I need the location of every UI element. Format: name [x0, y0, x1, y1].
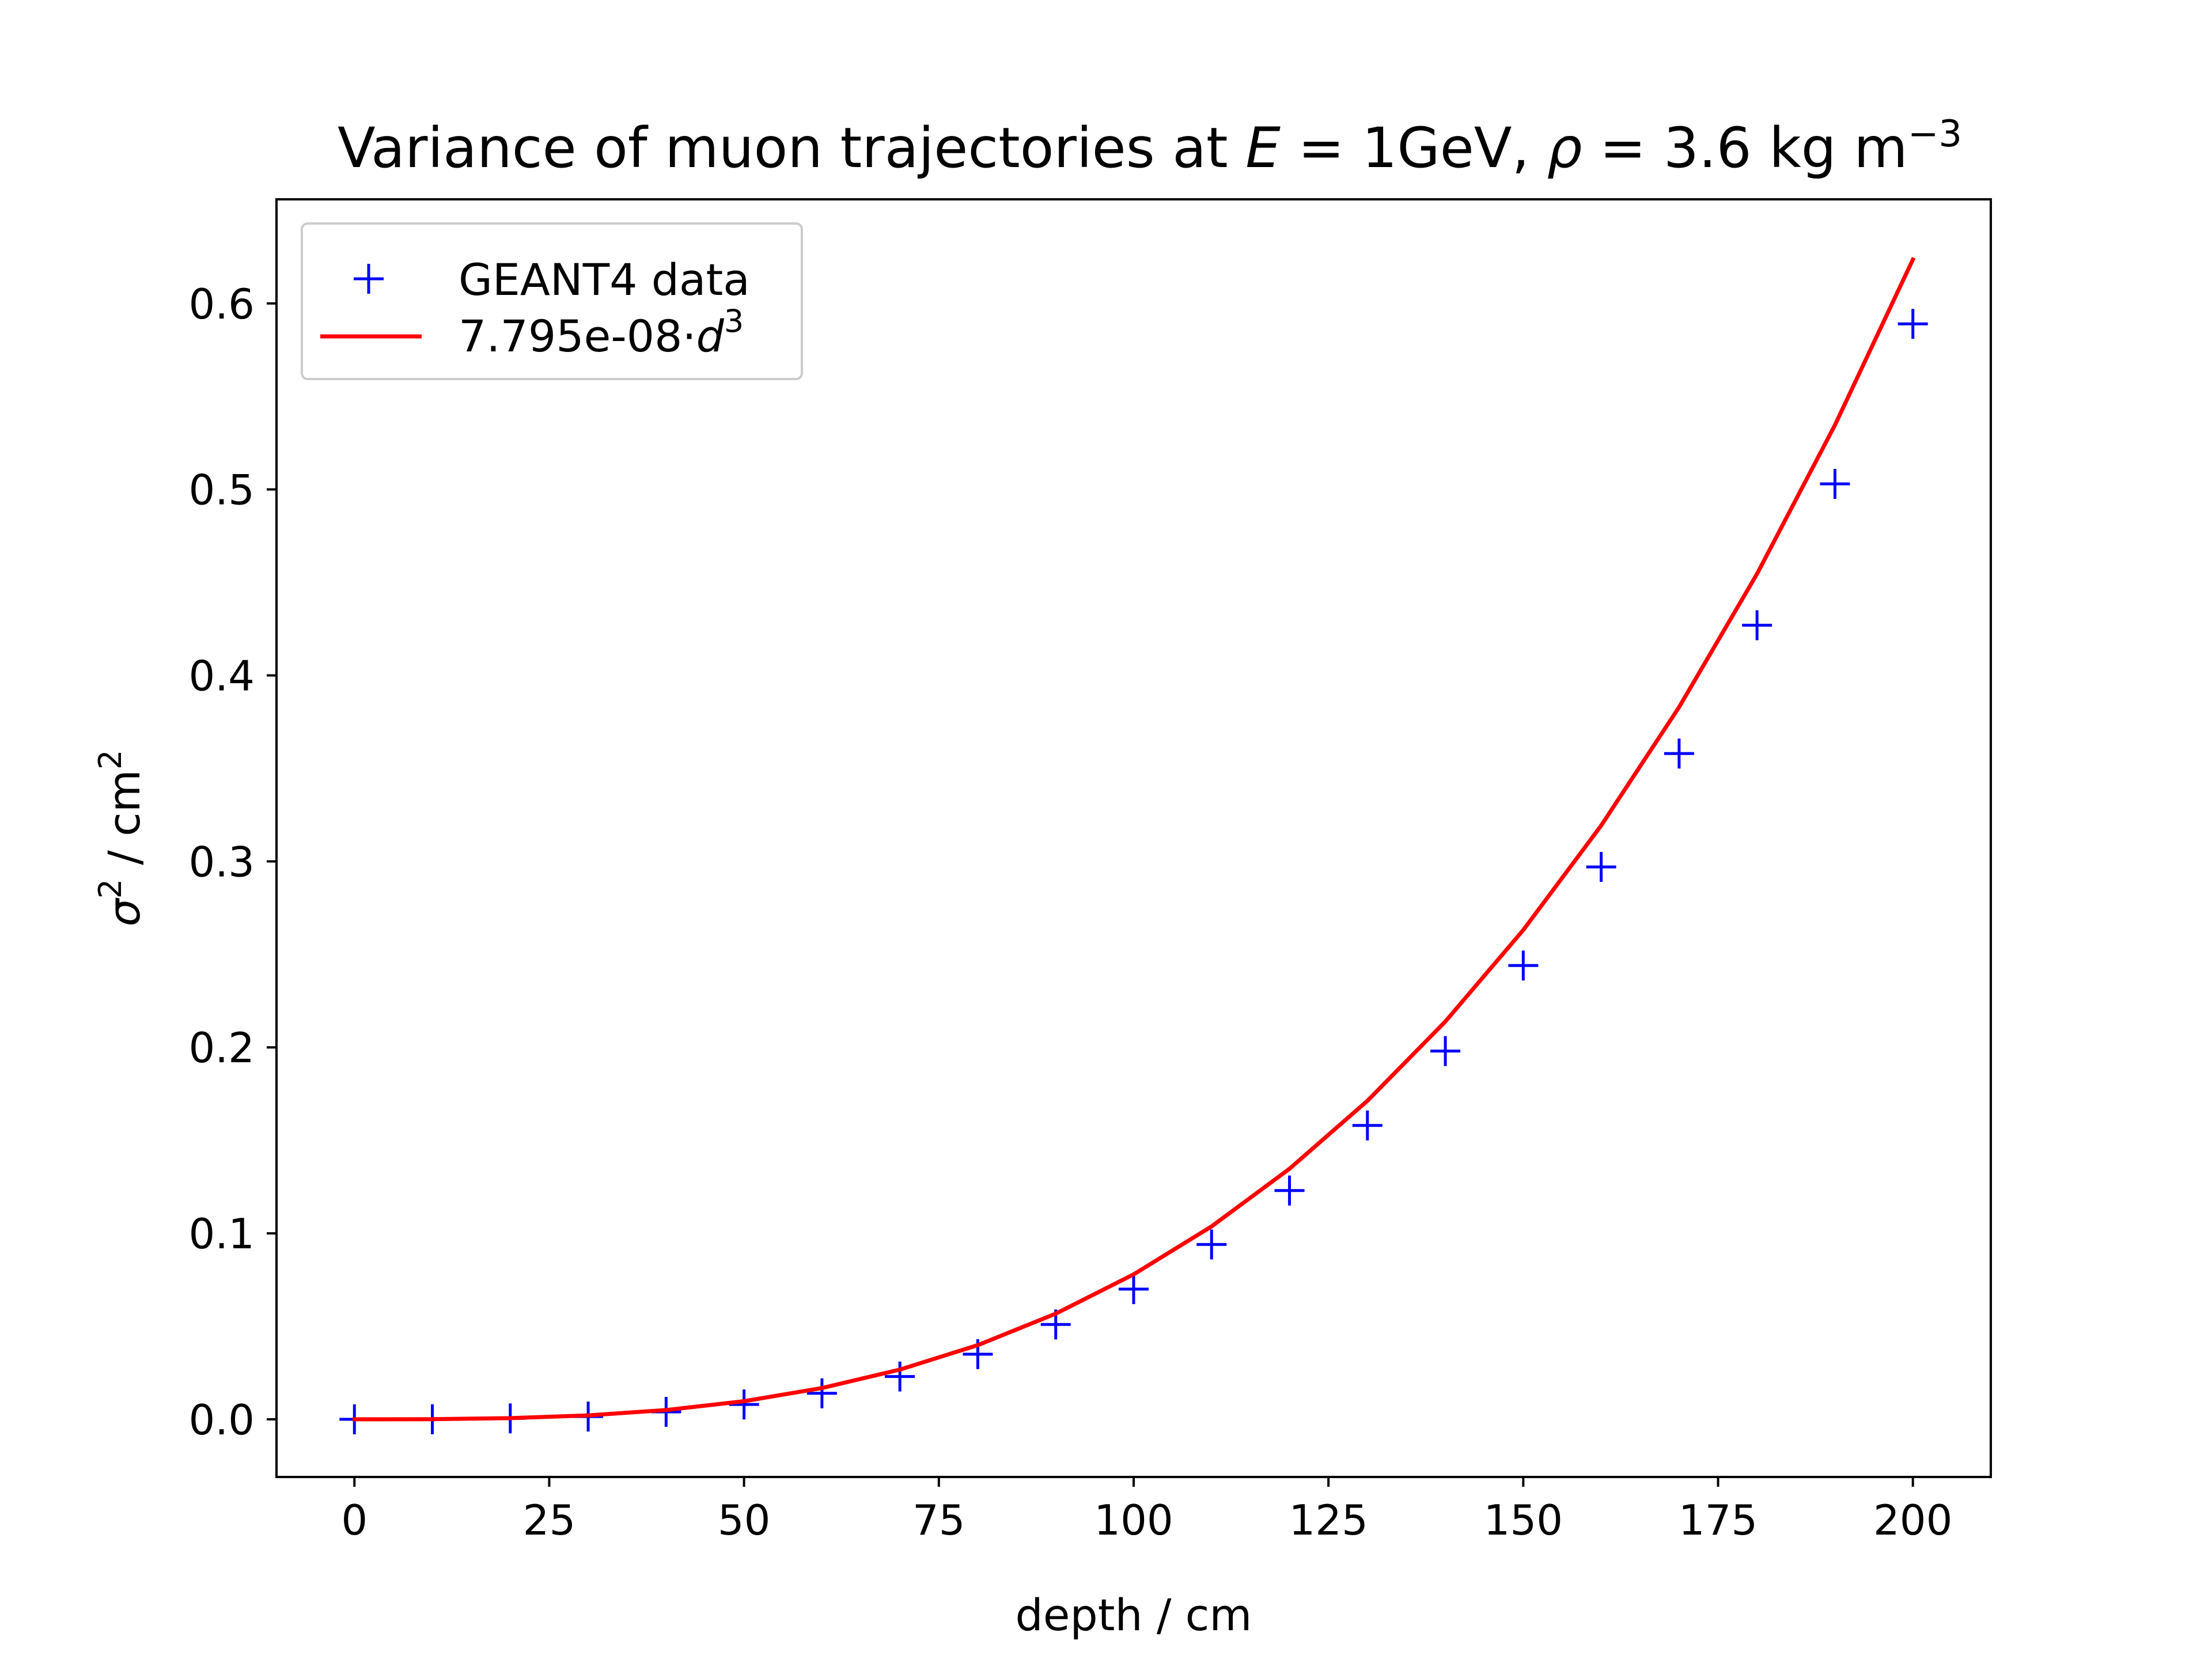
data-point: [1430, 1036, 1461, 1066]
y-axis-label-exponent: 2: [92, 879, 128, 899]
data-point: [1352, 1110, 1382, 1141]
y-tick-label: 0.5: [188, 466, 255, 514]
x-tick-label: 0: [341, 1496, 368, 1544]
legend-fit-coefficient: 7.795e-08·: [459, 310, 696, 362]
title-density-symbol: ρ: [1547, 116, 1582, 180]
data-point: [1820, 468, 1850, 499]
y-axis-label: σ2 / cm2: [92, 750, 150, 927]
y-axis-label-unit-exponent: 2: [92, 750, 128, 770]
legend: GEANT4 data 7.795e-08·d3: [301, 222, 803, 380]
y-tick-label: 0.2: [188, 1024, 255, 1072]
x-tick-label: 150: [1484, 1496, 1563, 1544]
legend-marker-data: [354, 264, 384, 294]
title-energy-symbol: E: [1245, 116, 1281, 180]
x-tick-label: 125: [1289, 1496, 1368, 1544]
x-axis-ticks: 0 25 50 75 100 125 150 175 200: [341, 1477, 1952, 1544]
data-point: [1274, 1175, 1305, 1206]
y-axis-label-symbol: σ: [99, 897, 150, 926]
data-point: [1742, 610, 1772, 641]
chart-title: Variance of muon trajectories at E = 1Ge…: [338, 113, 1962, 180]
legend-fit-exponent: 3: [724, 303, 744, 339]
title-prefix: Variance of muon trajectories at: [338, 116, 1245, 180]
y-tick-label: 0.3: [188, 838, 255, 886]
title-density-exponent: −3: [1908, 113, 1962, 156]
y-tick-label: 0.6: [188, 280, 255, 328]
data-point: [885, 1361, 915, 1392]
x-tick-label: 75: [912, 1496, 965, 1544]
x-tick-label: 50: [718, 1496, 771, 1544]
data-point: [1119, 1274, 1149, 1304]
axes-frame: [275, 198, 1992, 1478]
plot-series: [339, 256, 1928, 1434]
data-point: [729, 1389, 759, 1420]
data-point: [1196, 1229, 1227, 1260]
legend-label-data: GEANT4 data: [459, 254, 750, 305]
x-tick-label: 175: [1679, 1496, 1758, 1544]
x-axis-label: depth / cm: [1016, 1589, 1252, 1641]
data-point: [1897, 309, 1928, 339]
data-point: [1664, 738, 1694, 769]
title-density-value: = 3.6 kg m: [1582, 116, 1908, 180]
data-point: [1508, 950, 1539, 981]
legend-fit-variable: d: [696, 310, 725, 362]
title-energy-value: = 1GeV,: [1281, 116, 1547, 180]
legend-label-fit: 7.795e-08·d3: [459, 303, 744, 362]
data-point: [1586, 852, 1616, 882]
x-tick-label: 25: [523, 1496, 576, 1544]
fit-line: [352, 256, 1916, 1422]
y-axis-ticks: 0.0 0.1 0.2 0.3 0.4 0.5 0.6: [188, 280, 276, 1444]
y-tick-label: 0.4: [188, 652, 255, 700]
data-point: [806, 1378, 837, 1408]
y-tick-label: 0.1: [188, 1210, 255, 1258]
x-tick-label: 100: [1094, 1496, 1173, 1544]
legend-box: [301, 222, 803, 380]
y-tick-label: 0.0: [188, 1396, 255, 1444]
y-axis-label-unit: / cm: [99, 770, 150, 879]
x-tick-label: 200: [1873, 1496, 1952, 1544]
